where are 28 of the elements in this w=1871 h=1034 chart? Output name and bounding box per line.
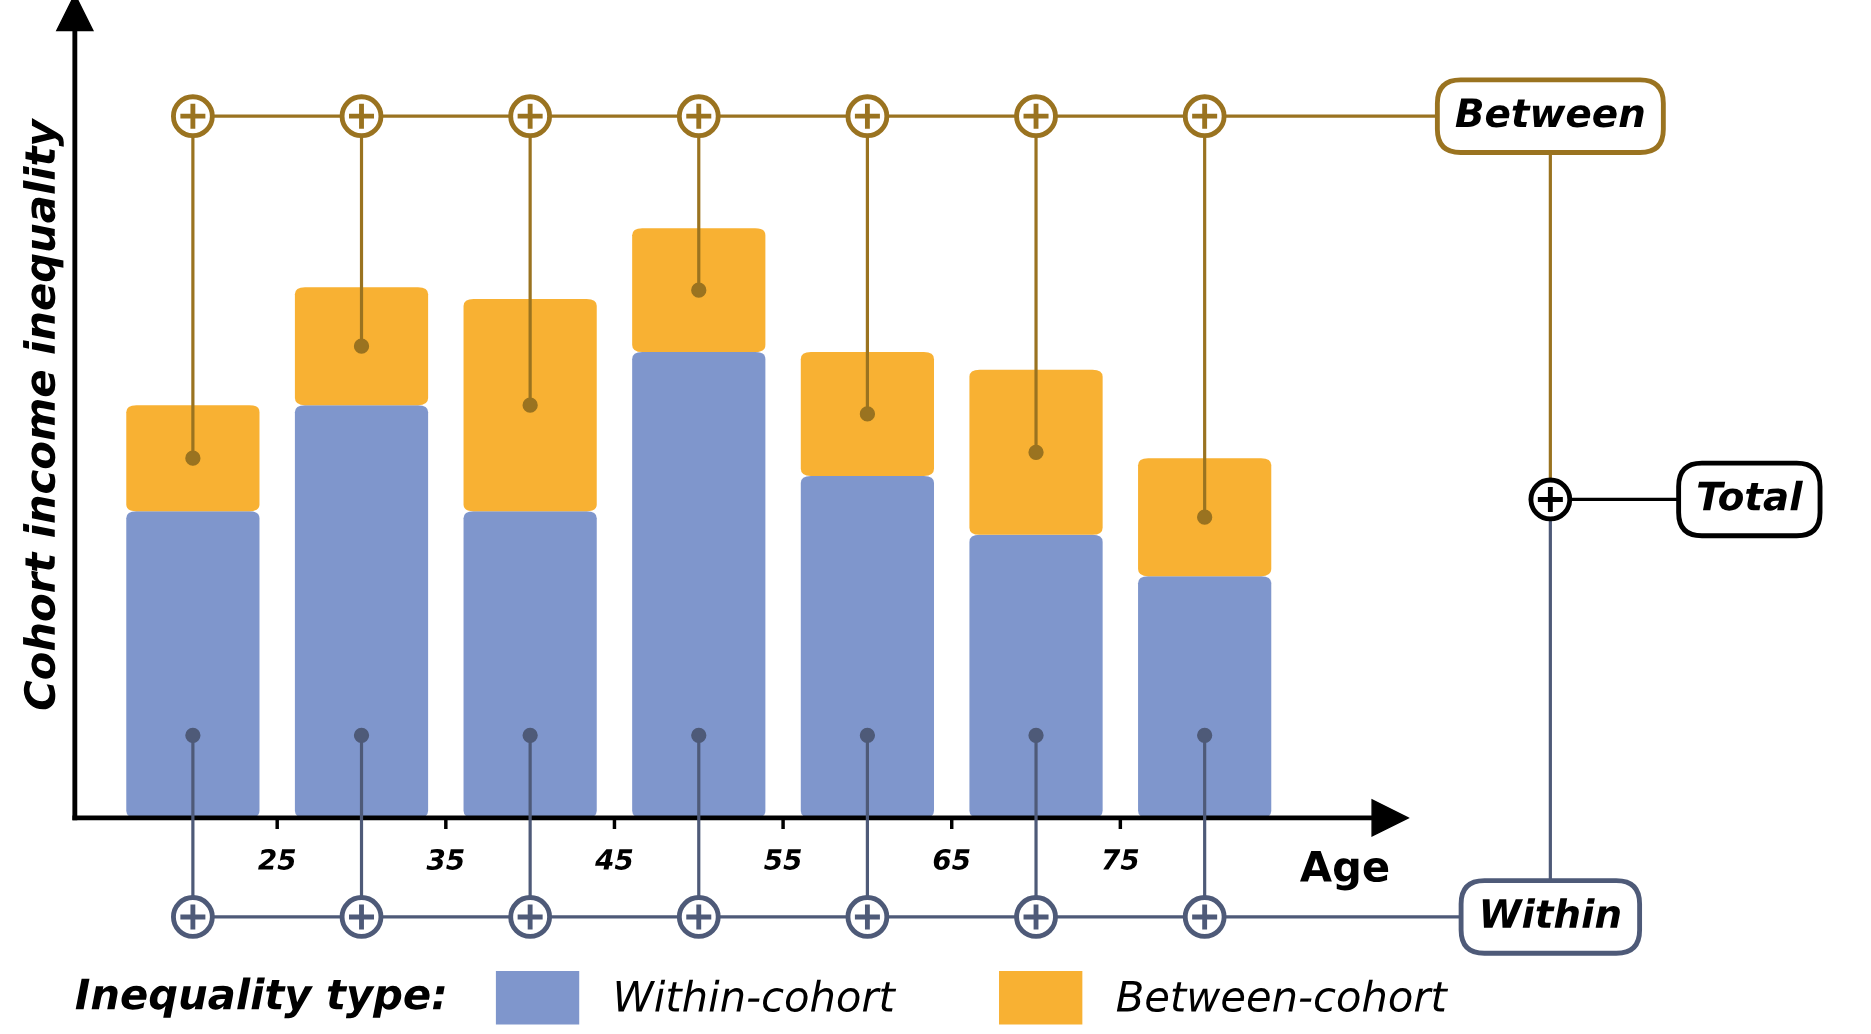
bar bbox=[463, 511, 597, 818]
bar bbox=[800, 475, 935, 818]
legend-title: Inequality type: bbox=[75, 977, 445, 1019]
x-tick-label: 75 bbox=[1103, 849, 1139, 870]
x-axis-title: Age bbox=[1300, 851, 1389, 891]
x-tick-label: 55 bbox=[764, 849, 801, 870]
legend-label: Between-cohort bbox=[1116, 979, 1449, 1013]
bar bbox=[463, 298, 597, 512]
bar bbox=[969, 369, 1103, 535]
legend-label: Within-cohort bbox=[616, 979, 897, 1013]
bar bbox=[800, 352, 935, 476]
bar bbox=[969, 534, 1103, 818]
x-tick-label: 65 bbox=[933, 848, 970, 870]
bar bbox=[1138, 458, 1272, 577]
bar bbox=[632, 228, 766, 353]
text: Within bbox=[1482, 898, 1620, 928]
text: Between bbox=[1455, 98, 1644, 128]
bar bbox=[1138, 576, 1272, 818]
bar bbox=[126, 405, 260, 512]
bar bbox=[632, 352, 766, 818]
bar bbox=[126, 511, 260, 818]
x-tick-label: 25 bbox=[258, 848, 296, 870]
bar bbox=[294, 287, 429, 406]
x-tick-label: 45 bbox=[595, 849, 633, 870]
text: Total bbox=[1697, 480, 1803, 511]
x-tick-label: 35 bbox=[426, 848, 464, 870]
bar bbox=[294, 405, 429, 818]
y-axis-title: Cohort income inequality bbox=[23, 118, 64, 710]
